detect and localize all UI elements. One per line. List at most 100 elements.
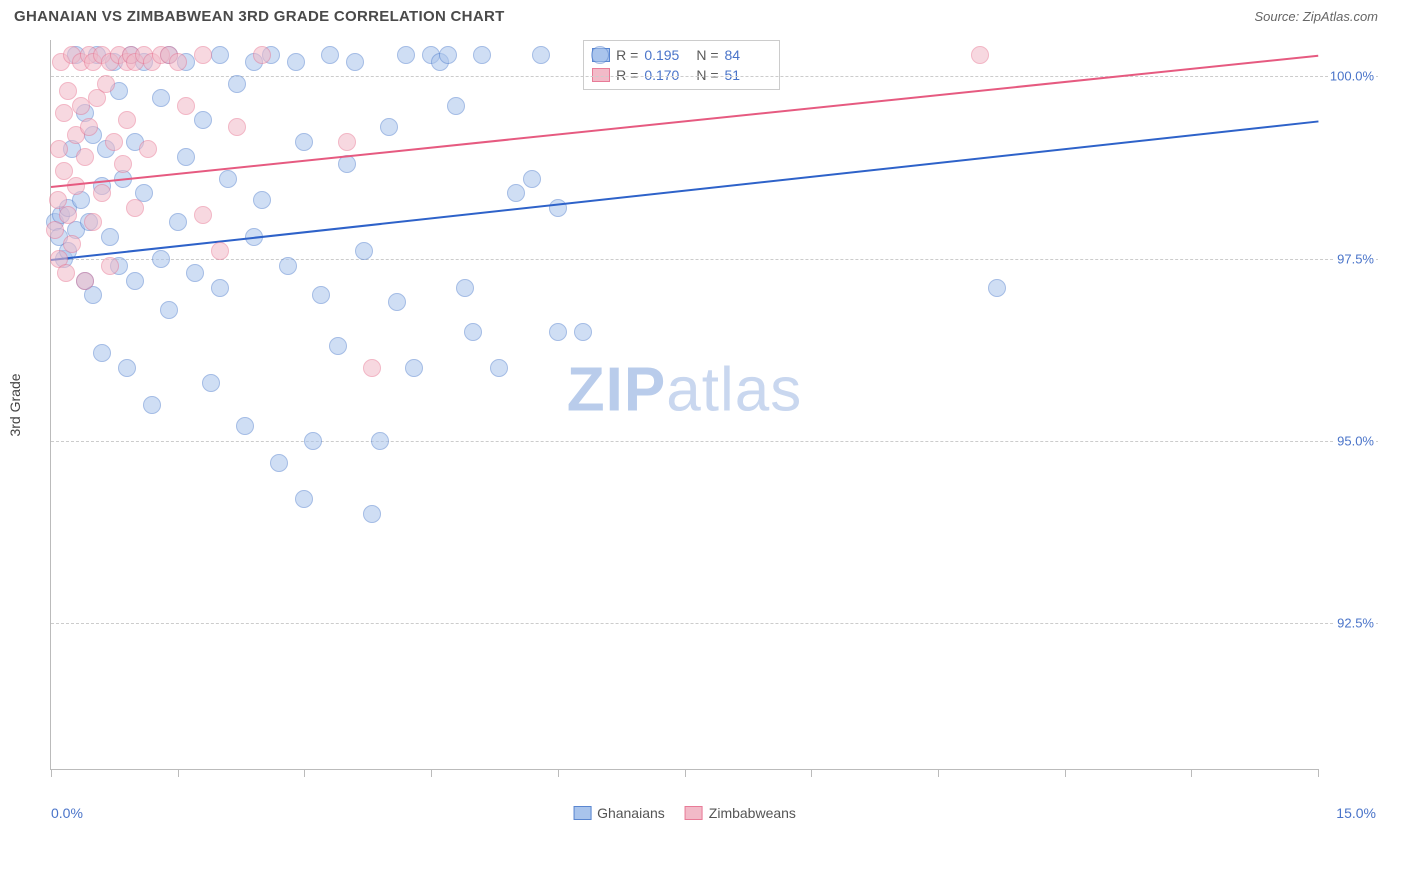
scatter-point [507,184,525,202]
scatter-point [971,46,989,64]
scatter-point [338,133,356,151]
y-axis-label: 100.0% [1328,69,1376,84]
scatter-point [101,257,119,275]
scatter-point [57,264,75,282]
scatter-point [80,118,98,136]
x-tick [178,769,179,777]
series-legend: Ghanaians Zimbabweans [573,805,796,821]
scatter-point [72,97,90,115]
scatter-point [490,359,508,377]
gridline [51,623,1378,624]
gridline [51,76,1378,77]
scatter-point [97,75,115,93]
scatter-point [46,221,64,239]
gridline [51,259,1378,260]
scatter-point [253,46,271,64]
scatter-point [279,257,297,275]
scatter-point [304,432,322,450]
scatter-point [346,53,364,71]
legend-row: R = 0.170N = 51 [592,65,770,85]
x-tick [1191,769,1192,777]
x-tick [811,769,812,777]
scatter-point [228,75,246,93]
scatter-point [371,432,389,450]
scatter-point [143,396,161,414]
chart-area: 3rd Grade ZIPatlas R = 0.195N = 84R = 0.… [50,40,1378,800]
scatter-point [101,228,119,246]
y-axis-label: 95.0% [1335,433,1376,448]
legend-item: Ghanaians [573,805,665,821]
scatter-point [114,155,132,173]
scatter-point [93,344,111,362]
source-label: Source: ZipAtlas.com [1254,9,1378,24]
scatter-point [105,133,123,151]
scatter-point [388,293,406,311]
scatter-point [202,374,220,392]
scatter-point [329,337,347,355]
scatter-point [988,279,1006,297]
scatter-point [295,490,313,508]
legend-item: Zimbabweans [685,805,796,821]
scatter-point [236,417,254,435]
scatter-point [321,46,339,64]
chart-title: GHANAIAN VS ZIMBABWEAN 3RD GRADE CORRELA… [14,8,505,25]
scatter-point [84,213,102,231]
y-axis-title: 3rd Grade [7,373,23,436]
scatter-point [50,140,68,158]
scatter-point [397,46,415,64]
scatter-point [380,118,398,136]
scatter-point [169,213,187,231]
scatter-point [405,359,423,377]
x-axis-min-label: 0.0% [51,805,83,821]
scatter-point [228,118,246,136]
scatter-point [532,46,550,64]
x-tick [558,769,559,777]
scatter-point [211,46,229,64]
scatter-point [118,111,136,129]
scatter-point [126,272,144,290]
scatter-point [152,250,170,268]
scatter-point [287,53,305,71]
scatter-point [177,97,195,115]
scatter-point [177,148,195,166]
scatter-point [194,46,212,64]
scatter-point [76,272,94,290]
scatter-point [139,140,157,158]
scatter-point [253,191,271,209]
scatter-point [363,505,381,523]
scatter-point [59,206,77,224]
scatter-point [574,323,592,341]
x-axis-max-label: 15.0% [1336,805,1376,821]
scatter-point [211,279,229,297]
scatter-point [591,46,609,64]
scatter-point [464,323,482,341]
scatter-point [473,46,491,64]
x-tick [685,769,686,777]
scatter-point [186,264,204,282]
x-tick [938,769,939,777]
scatter-point [456,279,474,297]
scatter-point [295,133,313,151]
scatter-point [152,89,170,107]
y-axis-label: 97.5% [1335,251,1376,266]
scatter-point [312,286,330,304]
x-tick [304,769,305,777]
x-tick [1318,769,1319,777]
scatter-point [523,170,541,188]
scatter-point [55,162,73,180]
scatter-point [363,359,381,377]
scatter-point [355,242,373,260]
scatter-point [118,359,136,377]
scatter-point [126,199,144,217]
scatter-point [59,82,77,100]
scatter-point [76,148,94,166]
scatter-point [549,323,567,341]
scatter-point [160,301,178,319]
scatter-point [55,104,73,122]
scatter-point [270,454,288,472]
scatter-point [194,111,212,129]
y-axis-label: 92.5% [1335,616,1376,631]
legend-row: R = 0.195N = 84 [592,45,770,65]
scatter-point [447,97,465,115]
x-tick [51,769,52,777]
